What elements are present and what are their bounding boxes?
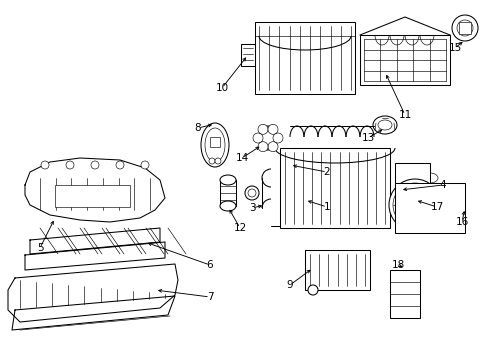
Circle shape — [91, 161, 99, 169]
Ellipse shape — [372, 116, 396, 134]
Ellipse shape — [377, 120, 391, 130]
Text: 13: 13 — [361, 133, 374, 143]
Text: 4: 4 — [439, 180, 446, 190]
Bar — [458, 22, 470, 34]
Ellipse shape — [267, 142, 278, 152]
Circle shape — [456, 20, 472, 36]
Circle shape — [247, 189, 256, 197]
Bar — [254, 22, 354, 94]
Ellipse shape — [201, 123, 228, 167]
Text: 15: 15 — [447, 43, 461, 53]
Text: 3: 3 — [248, 203, 255, 213]
Text: 1: 1 — [323, 202, 329, 212]
Bar — [389, 270, 419, 318]
Circle shape — [388, 179, 440, 231]
Circle shape — [41, 161, 49, 169]
Circle shape — [141, 161, 149, 169]
Text: 12: 12 — [233, 223, 246, 233]
Ellipse shape — [252, 133, 263, 143]
Circle shape — [215, 158, 221, 164]
Ellipse shape — [258, 124, 267, 134]
Bar — [55, 185, 130, 207]
Bar — [394, 183, 464, 233]
Text: 5: 5 — [37, 243, 43, 253]
Text: 10: 10 — [215, 83, 228, 93]
Bar — [280, 148, 389, 228]
Text: 18: 18 — [390, 260, 404, 270]
Ellipse shape — [272, 133, 283, 143]
Bar — [220, 180, 236, 206]
Bar — [394, 163, 429, 213]
Ellipse shape — [220, 201, 236, 211]
Circle shape — [307, 285, 317, 295]
Circle shape — [409, 200, 419, 210]
Text: 6: 6 — [206, 260, 213, 270]
Circle shape — [116, 161, 124, 169]
Text: 9: 9 — [286, 280, 293, 290]
Ellipse shape — [258, 142, 267, 152]
Text: 2: 2 — [323, 167, 329, 177]
Bar — [359, 35, 449, 85]
Ellipse shape — [259, 126, 276, 150]
Bar — [305, 250, 369, 290]
Text: 8: 8 — [194, 123, 201, 133]
Circle shape — [66, 161, 74, 169]
Circle shape — [451, 15, 477, 41]
Ellipse shape — [220, 175, 236, 185]
Circle shape — [244, 186, 259, 200]
Ellipse shape — [267, 124, 278, 134]
Text: 17: 17 — [429, 202, 443, 212]
Text: 14: 14 — [235, 153, 248, 163]
Circle shape — [392, 183, 436, 227]
Text: 7: 7 — [206, 292, 213, 302]
Ellipse shape — [204, 128, 224, 162]
Bar — [209, 137, 220, 147]
Bar — [241, 44, 254, 66]
Text: 11: 11 — [398, 110, 411, 120]
Text: 16: 16 — [454, 217, 468, 227]
Circle shape — [208, 158, 215, 164]
